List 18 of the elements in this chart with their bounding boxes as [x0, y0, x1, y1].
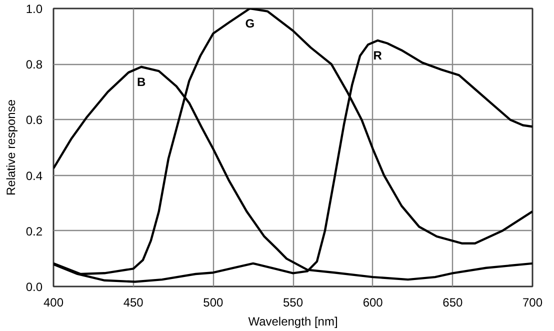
y-tick-label: 0.4: [26, 168, 43, 183]
x-tick-label: 450: [123, 296, 144, 310]
y-axis-title: Relative response: [4, 99, 18, 196]
series-label: B: [136, 74, 146, 89]
x-tick-label: 650: [442, 296, 464, 310]
x-axis-title: Wavelength [nm]: [248, 314, 338, 328]
x-tick-label: 550: [282, 296, 304, 310]
y-tick-label: 0.8: [26, 58, 43, 72]
y-tick-label: 0.2: [26, 224, 43, 238]
series-label: R: [373, 48, 382, 62]
x-tick-label: 600: [362, 296, 384, 310]
x-tick-label: 700: [522, 296, 543, 310]
x-tick-label: 400: [43, 296, 64, 310]
y-tick-label: 0.0: [26, 280, 43, 294]
y-tick-label: 1.0: [26, 2, 43, 16]
series-label: G: [245, 16, 255, 30]
x-tick-label: 500: [203, 296, 224, 310]
y-tick-label: 0.6: [26, 113, 43, 128]
